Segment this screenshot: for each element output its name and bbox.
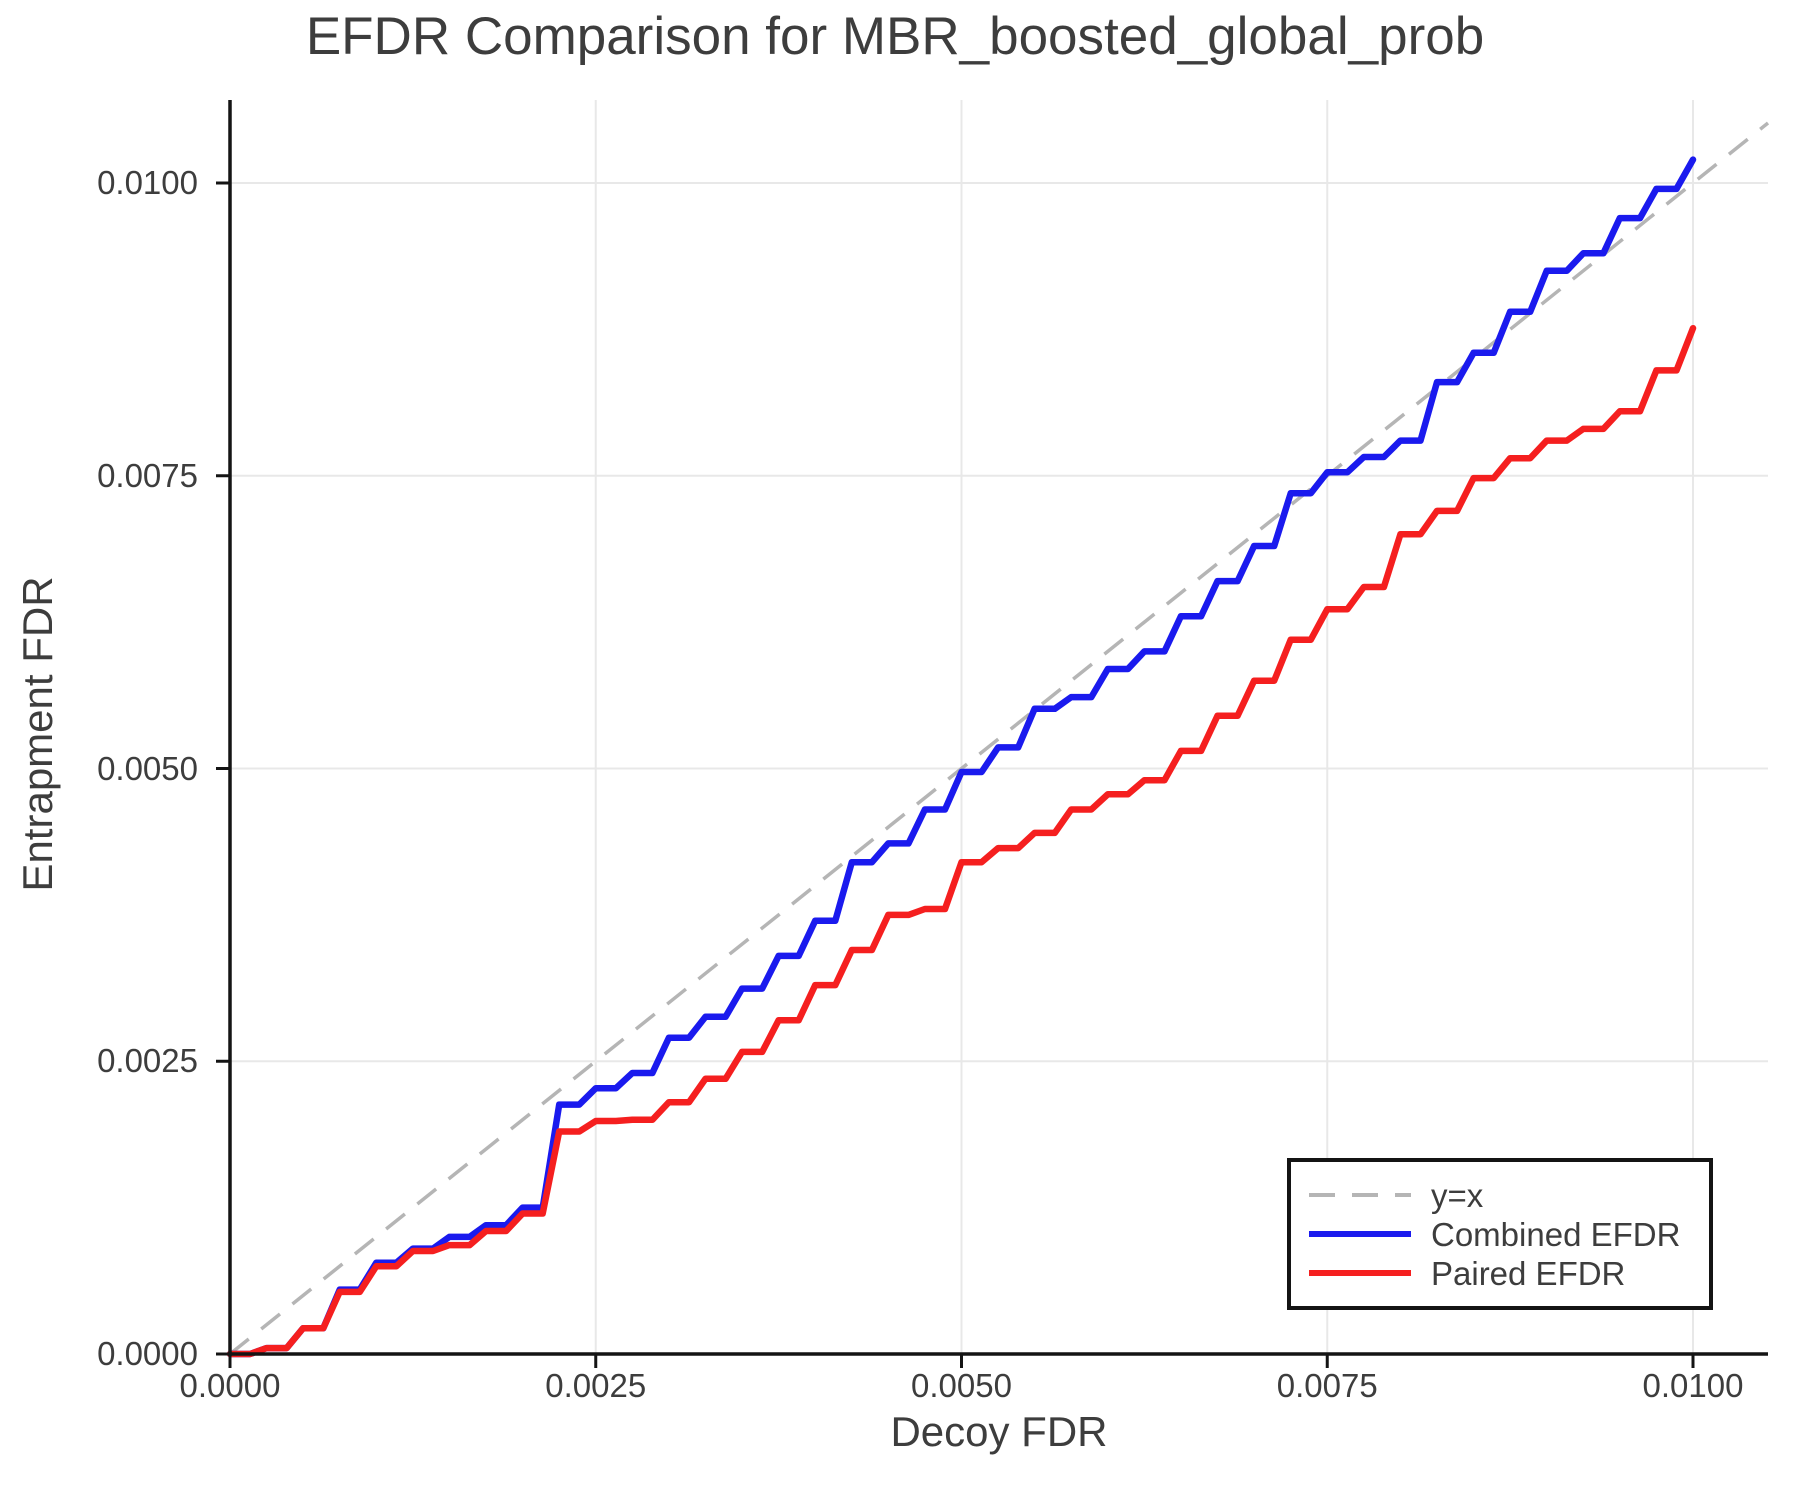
- y-tick-label-0.0000: 0.0000: [97, 1335, 198, 1372]
- x-tick-label-0.0050: 0.0050: [911, 1367, 1012, 1404]
- legend-line-sample-yx: [1309, 1193, 1411, 1197]
- y-axis-label: Entrapment FDR: [14, 576, 61, 892]
- y-tick-label-0.0075: 0.0075: [97, 456, 198, 494]
- x-tick-label-0.0025: 0.0025: [545, 1367, 647, 1404]
- legend-item-paired-efdr: Paired EFDR: [1305, 1255, 1709, 1292]
- legend-label-yx: y=x: [1431, 1176, 1484, 1214]
- x-tick-label-0.0000: 0.0000: [179, 1367, 281, 1404]
- legend-label-paired: Paired EFDR: [1431, 1254, 1626, 1292]
- chart-title: EFDR Comparison for MBR_boosted_global_p…: [305, 7, 1485, 66]
- axes-spines-and-ticks: [216, 100, 1768, 1368]
- legend-line-sample-paired: [1309, 1270, 1411, 1276]
- series-lines: [226, 121, 1770, 1358]
- legend-label-combined: Combined EFDR: [1431, 1215, 1681, 1253]
- x-tick-label-0.0075: 0.0075: [1276, 1367, 1378, 1404]
- legend-item-yx: y=x: [1305, 1177, 1709, 1214]
- x-axis-label: Decoy FDR: [890, 1408, 1108, 1455]
- gridlines: [230, 100, 1768, 1354]
- legend: y=x Combined EFDR Paired EFDR: [1287, 1158, 1713, 1310]
- legend-item-combined-efdr: Combined EFDR: [1305, 1216, 1709, 1253]
- y-tick-label-0.0100: 0.0100: [97, 164, 198, 201]
- y-tick-label-0.0025: 0.0025: [97, 1042, 198, 1080]
- y-tick-label-0.0050: 0.0050: [97, 749, 198, 787]
- x-tick-label-0.0100: 0.0100: [1642, 1367, 1744, 1404]
- legend-line-sample-combined: [1309, 1231, 1411, 1237]
